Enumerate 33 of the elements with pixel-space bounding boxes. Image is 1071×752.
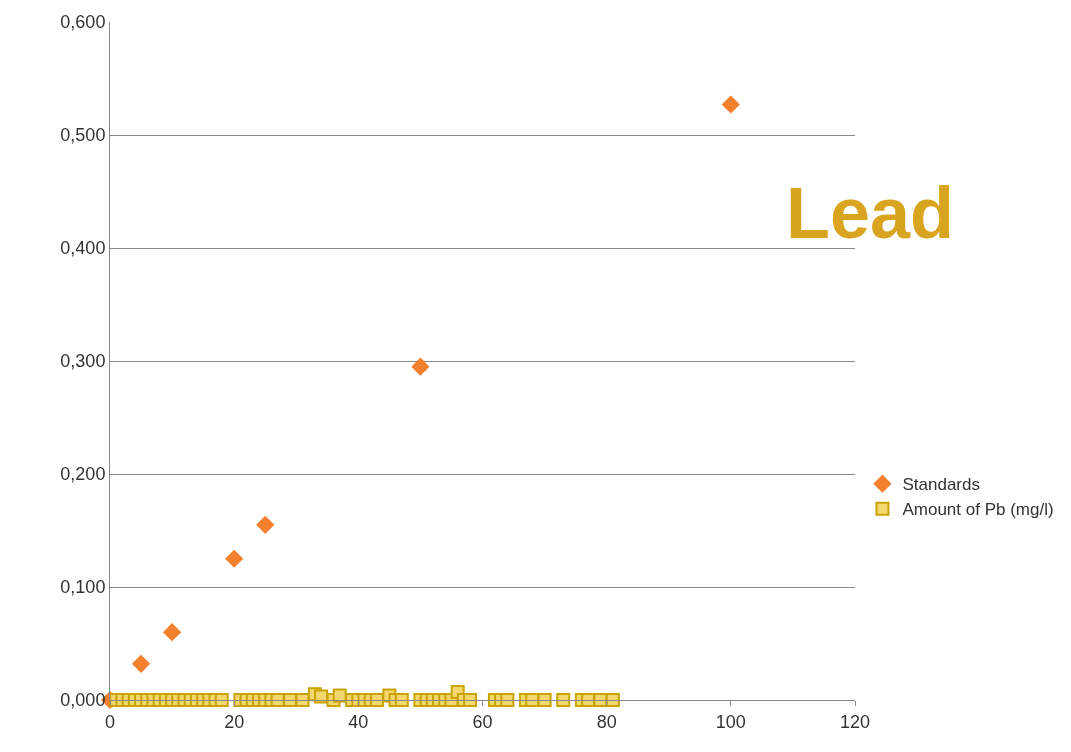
point [605, 693, 620, 707]
point [131, 654, 151, 673]
y-tick-label: 0,000 [60, 690, 106, 711]
point [593, 693, 608, 707]
y-tick-label: 0,500 [60, 125, 106, 146]
legend-label: Standards [902, 475, 980, 495]
point [463, 693, 478, 707]
point [500, 693, 515, 707]
point [225, 549, 244, 568]
point [537, 693, 552, 707]
annotation: Lead [786, 173, 955, 253]
y-tick-label: 0,300 [60, 351, 106, 372]
x-tick-label: 100 [715, 711, 746, 732]
point [721, 95, 740, 114]
legend-label: Amount of Pb (mg/l) [902, 500, 1054, 520]
point [256, 515, 275, 534]
point [394, 693, 409, 707]
point [556, 693, 571, 707]
point [314, 689, 329, 704]
x-tick-label: 40 [348, 711, 369, 732]
y-tick-label: 0,600 [60, 12, 106, 33]
point [214, 693, 229, 707]
y-tick-label: 0,100 [60, 577, 106, 598]
x-tick-label: 120 [839, 711, 871, 732]
y-tick-label: 0,200 [60, 464, 106, 485]
point [295, 693, 310, 707]
y-tick-label: 0,400 [60, 238, 106, 259]
x-tick-label: 20 [224, 711, 245, 732]
x-tick-label: 60 [472, 711, 493, 732]
x-tick-label: 0 [104, 711, 116, 732]
x-tick-label: 80 [596, 711, 617, 732]
point [411, 357, 430, 376]
point [162, 623, 182, 642]
